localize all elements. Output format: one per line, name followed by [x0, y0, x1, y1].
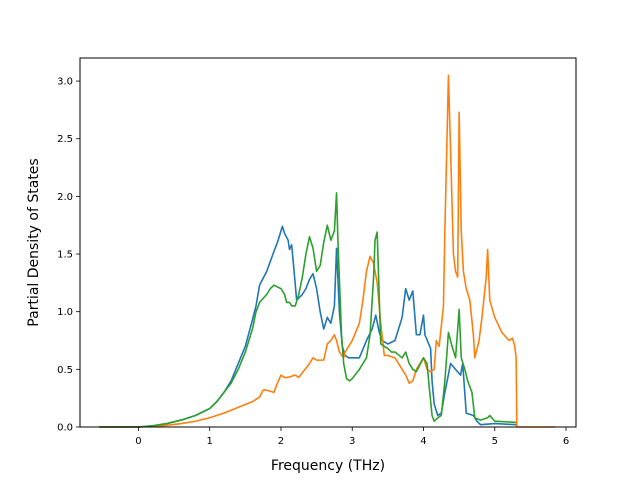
y-tick-label: 3.0 — [57, 77, 73, 88]
plot-frame — [79, 57, 577, 428]
x-tick-label: 3 — [349, 436, 355, 447]
series-line-3 — [99, 192, 517, 428]
x-tick-label: 2 — [278, 436, 284, 447]
y-tick-label: 0.5 — [57, 365, 73, 376]
x-tick-label: 0 — [135, 436, 141, 447]
x-axis-label: Frequency (THz) — [271, 458, 385, 474]
x-tick-label: 4 — [420, 436, 426, 447]
y-tick-label: 0.0 — [57, 423, 73, 434]
x-tick-label: 5 — [492, 436, 498, 447]
y-tick-label: 2.0 — [57, 192, 73, 203]
y-tick-label: 1.5 — [57, 250, 73, 261]
plot-lines — [99, 74, 556, 428]
series-line-1 — [99, 225, 517, 428]
y-axis-label: Partial Density of States — [26, 158, 42, 326]
x-tick-label: 1 — [207, 436, 213, 447]
x-tick-label: 6 — [563, 436, 569, 447]
x-axis-ticks: 0 1 2 3 4 5 6 — [135, 427, 569, 447]
series-line-2 — [99, 74, 556, 428]
y-tick-label: 1.0 — [57, 307, 73, 318]
y-tick-label: 2.5 — [57, 134, 73, 145]
y-axis-ticks: 0.0 0.5 1.0 1.5 2.0 2.5 3.0 — [57, 77, 80, 434]
